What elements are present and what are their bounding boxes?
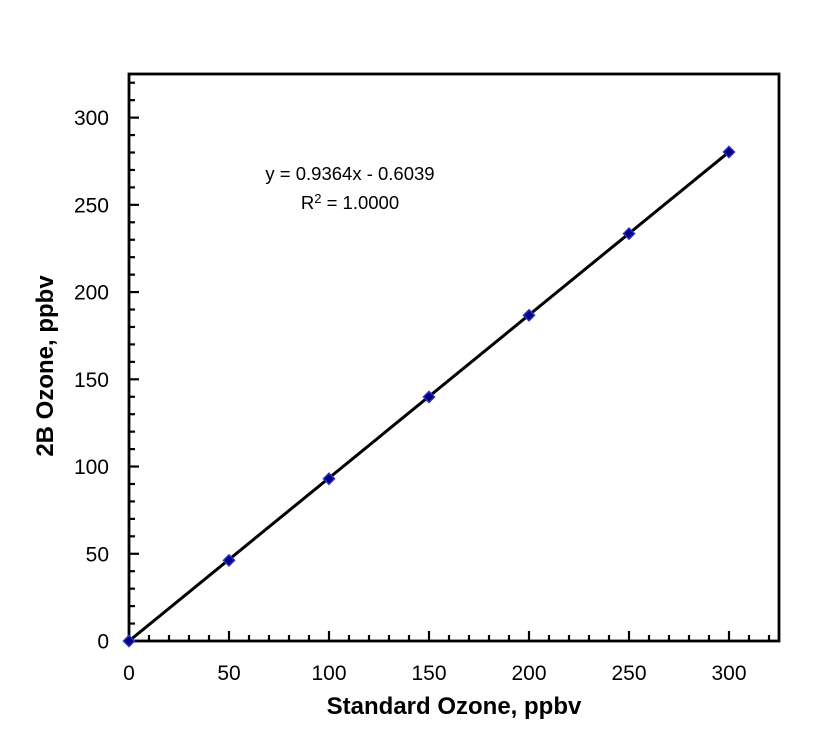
data-point (322, 472, 336, 486)
y-tick-label: 200 (74, 282, 109, 305)
r-squared-exponent: 2 (314, 190, 322, 206)
x-tick-label: 300 (711, 662, 746, 685)
x-tick-label: 50 (217, 662, 240, 685)
data-points (122, 145, 736, 648)
y-tick-label: 300 (74, 107, 109, 130)
x-axis-tick-labels: 0 50 100 150 200 250 300 (123, 662, 746, 685)
y-tick-label: 50 (86, 543, 109, 566)
x-tick-label: 0 (123, 662, 135, 685)
y-axis-title: 2B Ozone, ppbv (32, 275, 59, 457)
y-tick-label: 150 (74, 369, 109, 392)
data-point (622, 227, 636, 241)
r-squared-label: R2 = 1.0000 (265, 188, 434, 217)
r-squared-value: = 1.0000 (321, 192, 400, 213)
y-tick-label: 250 (74, 194, 109, 217)
y-axis-ticks (129, 81, 139, 643)
x-tick-label: 100 (311, 662, 346, 685)
x-tick-label: 150 (411, 662, 446, 685)
x-axis-ticks (127, 631, 771, 641)
plot-frame (127, 72, 781, 643)
x-axis-title: Standard Ozone, ppbv (326, 693, 582, 720)
data-point (122, 634, 136, 648)
y-tick-label: 0 (97, 631, 109, 654)
data-point (522, 308, 536, 322)
x-tick-label: 200 (511, 662, 546, 685)
data-point (722, 145, 736, 159)
y-tick-label: 100 (74, 456, 109, 479)
data-point (222, 553, 236, 567)
trendline-annotation: y = 0.9364x - 0.6039 R2 = 1.0000 (265, 159, 434, 217)
r-squared-base: R (300, 192, 315, 213)
data-point (422, 390, 436, 404)
x-tick-label: 250 (611, 662, 646, 685)
trendline-equation: y = 0.9364x - 0.6039 (265, 163, 435, 184)
y-axis-tick-labels: 0 50 100 150 200 250 300 (74, 107, 109, 653)
